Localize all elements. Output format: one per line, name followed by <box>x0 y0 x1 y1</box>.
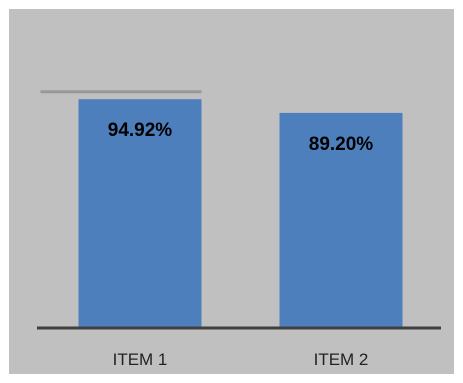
x-tick-label-2: ITEM 2 <box>314 350 369 369</box>
bar-2 <box>279 112 403 327</box>
x-tick-label-1: ITEM 1 <box>113 350 168 369</box>
chart-area: 94.92% 89.20% ITEM 1 ITEM 2 <box>9 9 454 374</box>
data-label-1: 94.92% <box>108 120 173 141</box>
data-label-2: 89.20% <box>309 134 374 155</box>
bar-1 <box>78 99 202 327</box>
bar-chart: 94.92% 89.20% ITEM 1 ITEM 2 <box>37 90 441 369</box>
